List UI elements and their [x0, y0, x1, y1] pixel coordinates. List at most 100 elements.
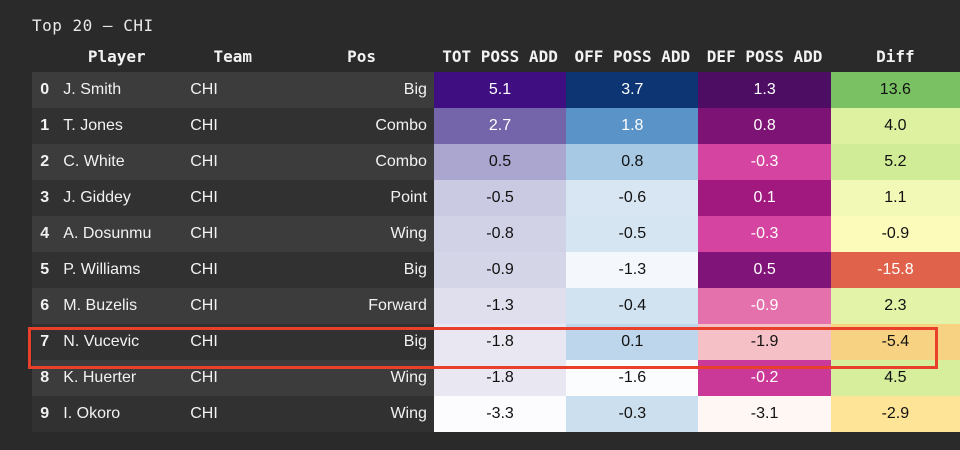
table-body: 0 J. Smith CHI Big 5.1 3.7 1.3 13.6 1 T. Jones CHI… — [32, 72, 960, 432]
def-poss-add-cell: -1.9 — [698, 324, 831, 360]
row-index-cell: 7 — [32, 324, 58, 360]
team-cell: CHI — [176, 324, 290, 360]
off-poss-add-cell: 0.1 — [566, 324, 699, 360]
tot-poss-add-cell: 0.5 — [433, 144, 567, 180]
off-poss-add-cell: -0.5 — [566, 216, 699, 252]
table-row: 8 K. Huerter CHI Wing -1.8 -1.6 -0.2 4.5 — [32, 360, 960, 396]
row-index-cell: 9 — [32, 396, 58, 432]
diff-cell: 5.2 — [830, 144, 960, 180]
def-poss-add-cell: 0.8 — [698, 108, 831, 144]
player-stats-table: Player Team Pos TOT POSS ADD OFF POSS AD… — [32, 40, 960, 432]
table-row: 6 M. Buzelis CHI Forward -1.3 -0.4 -0.9 2.3 — [32, 288, 960, 324]
player-cell: J. Smith — [57, 72, 177, 108]
team-cell: CHI — [176, 180, 290, 216]
table-header-row: Player Team Pos TOT POSS ADD OFF POSS AD… — [32, 40, 960, 72]
player-cell: N. Vucevic — [57, 324, 177, 360]
diff-cell: -2.9 — [830, 396, 960, 432]
diff-cell: 2.3 — [830, 288, 960, 324]
off-poss-add-cell: 0.8 — [566, 144, 699, 180]
column-header-def-poss-add: DEF POSS ADD — [706, 46, 823, 66]
diff-cell: 4.5 — [830, 360, 960, 396]
pos-cell: Combo — [289, 108, 434, 144]
diff-cell: -15.8 — [830, 252, 960, 288]
tot-poss-add-cell: -1.3 — [433, 288, 567, 324]
off-poss-add-cell: 3.7 — [566, 72, 699, 108]
row-index-cell: 4 — [32, 216, 58, 252]
def-poss-add-cell: -0.3 — [698, 144, 831, 180]
off-poss-add-cell: -0.4 — [566, 288, 699, 324]
table-title: Top 20 — CHI — [32, 16, 154, 35]
tot-poss-add-cell: -0.9 — [433, 252, 567, 288]
diff-cell: 4.0 — [830, 108, 960, 144]
table-row: 5 P. Williams CHI Big -0.9 -1.3 0.5 -15.8 — [32, 252, 960, 288]
player-cell: I. Okoro — [57, 396, 177, 432]
def-poss-add-cell: -0.2 — [698, 360, 831, 396]
team-cell: CHI — [176, 360, 290, 396]
def-poss-add-cell: -0.3 — [698, 216, 831, 252]
off-poss-add-cell: 1.8 — [566, 108, 699, 144]
tot-poss-add-cell: -1.8 — [433, 360, 567, 396]
player-cell: A. Dosunmu — [57, 216, 177, 252]
row-index-cell: 0 — [32, 72, 58, 108]
table-row: 1 T. Jones CHI Combo 2.7 1.8 0.8 4.0 — [32, 108, 960, 144]
team-cell: CHI — [176, 396, 290, 432]
column-header-player: Player — [87, 46, 146, 66]
tot-poss-add-cell: -0.8 — [433, 216, 567, 252]
team-cell: CHI — [176, 288, 290, 324]
diff-cell: 1.1 — [830, 180, 960, 216]
player-cell: M. Buzelis — [57, 288, 177, 324]
column-header-index — [32, 40, 57, 72]
row-index-cell: 2 — [32, 144, 58, 180]
column-header-pos: Pos — [347, 46, 376, 66]
def-poss-add-cell: 0.1 — [698, 180, 831, 216]
tot-poss-add-cell: 5.1 — [433, 72, 567, 108]
def-poss-add-cell: -3.1 — [698, 396, 831, 432]
row-index-cell: 5 — [32, 252, 58, 288]
def-poss-add-cell: 1.3 — [698, 72, 831, 108]
player-cell: T. Jones — [57, 108, 177, 144]
player-cell: P. Williams — [57, 252, 177, 288]
team-cell: CHI — [176, 72, 290, 108]
column-header-off-poss-add: OFF POSS ADD — [574, 46, 691, 66]
table-row: 0 J. Smith CHI Big 5.1 3.7 1.3 13.6 — [32, 72, 960, 108]
def-poss-add-cell: 0.5 — [698, 252, 831, 288]
pos-cell: Forward — [289, 288, 434, 324]
off-poss-add-cell: -1.6 — [566, 360, 699, 396]
def-poss-add-cell: -0.9 — [698, 288, 831, 324]
row-index-cell: 8 — [32, 360, 58, 396]
off-poss-add-cell: -1.3 — [566, 252, 699, 288]
diff-cell: -5.4 — [830, 324, 960, 360]
player-cell: K. Huerter — [57, 360, 177, 396]
row-index-cell: 3 — [32, 180, 58, 216]
off-poss-add-cell: -0.6 — [566, 180, 699, 216]
team-cell: CHI — [176, 144, 290, 180]
diff-cell: 13.6 — [830, 72, 960, 108]
pos-cell: Wing — [289, 360, 434, 396]
pos-cell: Wing — [289, 396, 434, 432]
table-row: 2 C. White CHI Combo 0.5 0.8 -0.3 5.2 — [32, 144, 960, 180]
column-header-diff: Diff — [876, 46, 915, 66]
table-row: 3 J. Giddey CHI Point -0.5 -0.6 0.1 1.1 — [32, 180, 960, 216]
tot-poss-add-cell: 2.7 — [433, 108, 567, 144]
table-row: 7 N. Vucevic CHI Big -1.8 0.1 -1.9 -5.4 — [32, 324, 960, 360]
table-row: 9 I. Okoro CHI Wing -3.3 -0.3 -3.1 -2.9 — [32, 396, 960, 432]
off-poss-add-cell: -0.3 — [566, 396, 699, 432]
row-index-cell: 6 — [32, 288, 58, 324]
column-header-team: Team — [213, 46, 252, 66]
pos-cell: Big — [289, 324, 434, 360]
team-cell: CHI — [176, 108, 290, 144]
tot-poss-add-cell: -1.8 — [433, 324, 567, 360]
pos-cell: Wing — [289, 216, 434, 252]
row-index-cell: 1 — [32, 108, 58, 144]
team-cell: CHI — [176, 216, 290, 252]
pos-cell: Point — [289, 180, 434, 216]
pos-cell: Big — [289, 252, 434, 288]
team-cell: CHI — [176, 252, 290, 288]
diff-cell: -0.9 — [830, 216, 960, 252]
pos-cell: Combo — [289, 144, 434, 180]
tot-poss-add-cell: -3.3 — [433, 396, 567, 432]
tot-poss-add-cell: -0.5 — [433, 180, 567, 216]
player-cell: C. White — [57, 144, 177, 180]
column-header-tot-poss-add: TOT POSS ADD — [442, 46, 558, 66]
player-cell: J. Giddey — [57, 180, 177, 216]
